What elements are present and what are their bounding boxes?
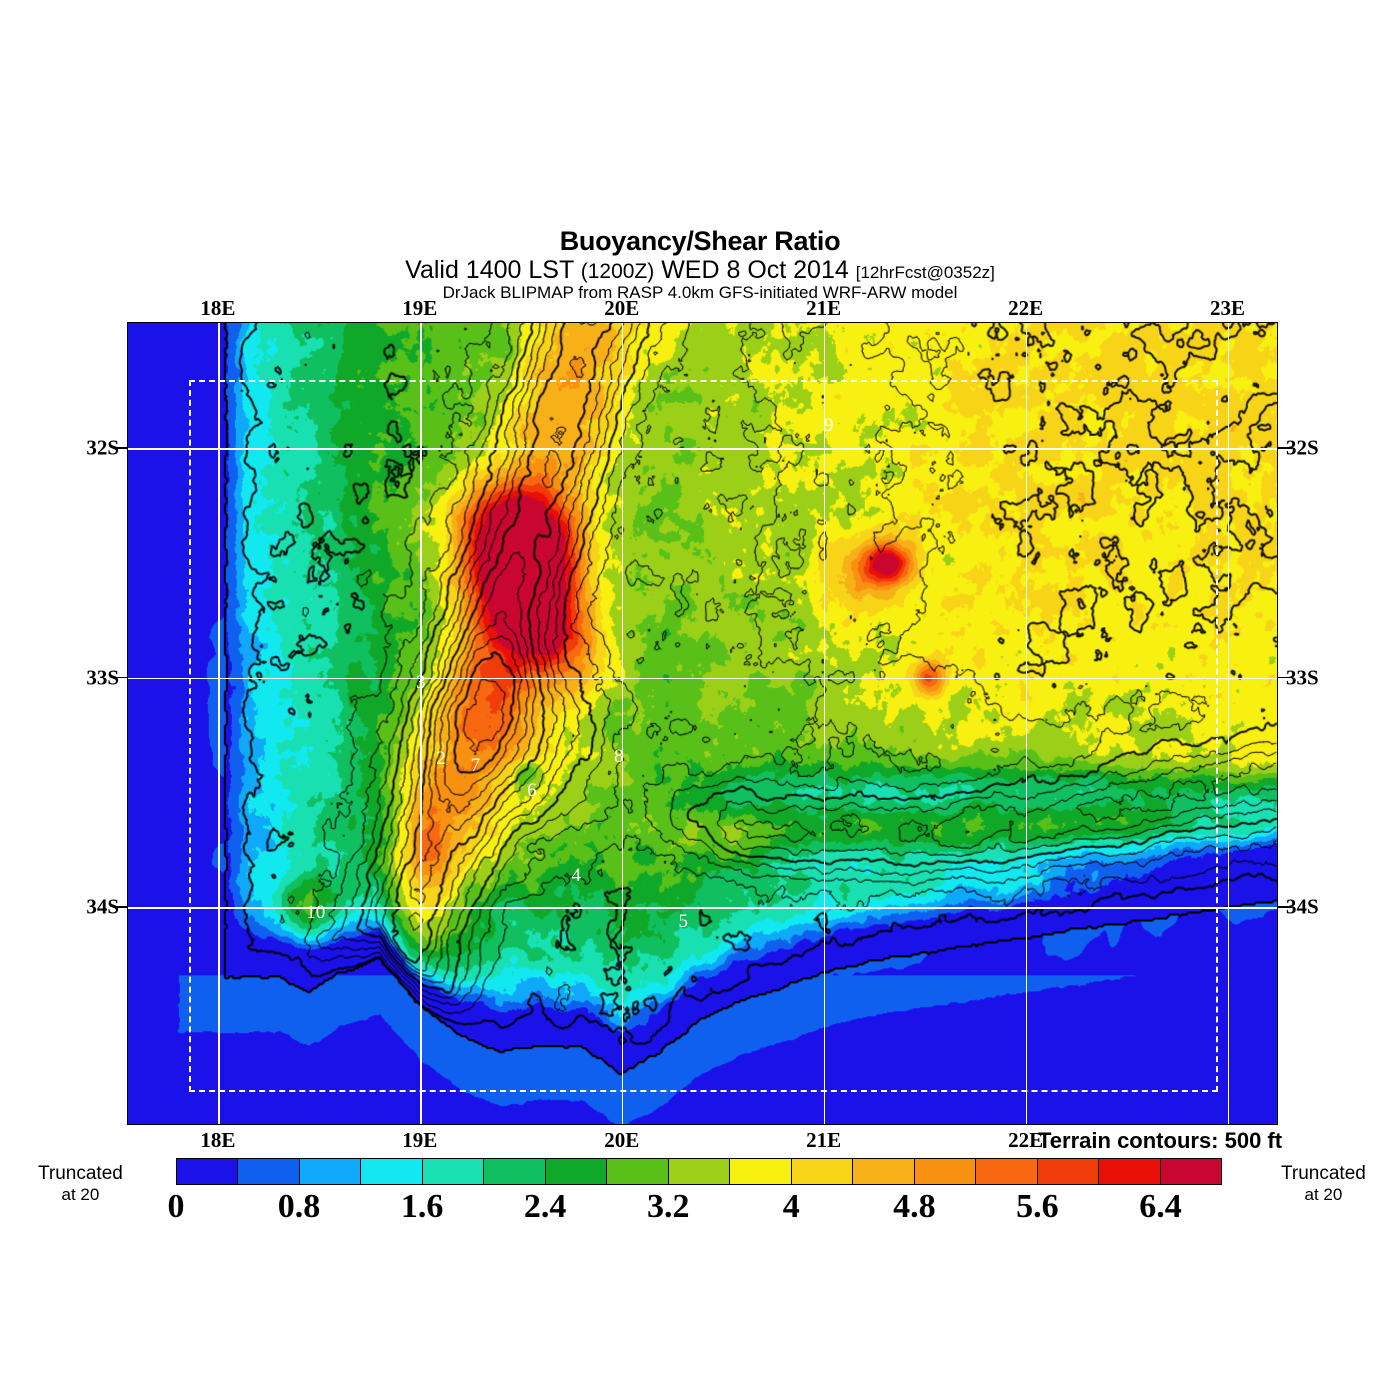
title-block: Buoyancy/Shear Ratio Valid 1400 LST (120… (0, 228, 1400, 302)
colorbar[interactable] (176, 1158, 1222, 1185)
valid-date: WED 8 Oct 2014 (654, 256, 856, 284)
colorbar-band-14 (1037, 1159, 1100, 1184)
colorbar-tick-0.8: 0.8 (277, 1188, 321, 1225)
lat-tick-32S-left (113, 447, 127, 449)
lat-tick-33S-right (1278, 676, 1292, 679)
page-title: Buoyancy/Shear Ratio (559, 226, 841, 256)
colorbar-tick-5.6: 5.6 (1016, 1188, 1059, 1225)
buoyancy-shear-ratio-heatmap (128, 323, 1277, 1124)
lon-label-top-22E: 22E (1008, 296, 1044, 320)
colorbar-tick-2.4: 2.4 (523, 1188, 567, 1225)
lon-label-top-23E: 23E (1210, 296, 1246, 320)
valid-time-subtitle: Valid 1400 LST (1200Z) WED 8 Oct 2014 [1… (0, 257, 1400, 283)
lon-label-top-19E: 19E (402, 296, 438, 320)
lon-label-bottom-20E: 20E (604, 1128, 640, 1152)
colorbar-band-12 (914, 1159, 977, 1184)
lon-label-bottom-21E: 21E (806, 1128, 842, 1152)
lon-label-top-20E: 20E (604, 296, 640, 320)
colorbar-band-11 (853, 1159, 915, 1184)
model-source-line: DrJack BLIPMAP from RASP 4.0km GFS-initi… (442, 283, 958, 303)
colorbar-band-16 (1160, 1159, 1221, 1184)
colorbar-tick-1.6: 1.6 (400, 1188, 444, 1225)
lat-tick-33S-left (113, 676, 127, 679)
lat-tick-34S-left (113, 906, 127, 908)
colorbar-tick-3.2: 3.2 (646, 1188, 690, 1225)
colorbar-band-4 (422, 1159, 485, 1184)
colorbar-band-15 (1099, 1159, 1161, 1184)
colorbar-band-2 (299, 1159, 362, 1184)
truncated-note-right: Truncated at 20 (1281, 1163, 1366, 1204)
colorbar-tick-0: 0 (167, 1188, 185, 1225)
colorbar-band-13 (976, 1159, 1038, 1184)
truncated-sub-right: at 20 (1304, 1184, 1343, 1204)
colorbar-wrap (176, 1158, 1222, 1185)
lon-label-top-18E: 18E (200, 296, 236, 320)
colorbar-band-5 (484, 1159, 546, 1184)
colorbar-band-7 (607, 1159, 669, 1184)
colorbar-band-6 (545, 1159, 608, 1184)
colorbar-band-8 (668, 1159, 731, 1184)
terrain-contour-note: Terrain contours: 500 ft (1038, 1128, 1283, 1153)
lat-tick-34S-right (1278, 906, 1292, 908)
map-frame[interactable]: 9 3 2 7 8 6 4 5 10 (127, 322, 1278, 1125)
truncated-label-left: Truncated (38, 1163, 123, 1184)
colorbar-band-3 (361, 1159, 423, 1184)
truncated-sub-left: at 20 (61, 1184, 100, 1204)
forecast-tag: [12hrFcst@0352z] (855, 263, 995, 282)
truncated-label-right: Truncated (1281, 1163, 1366, 1184)
lat-tick-32S-right (1278, 447, 1292, 449)
lon-label-top-21E: 21E (806, 296, 842, 320)
colorbar-band-9 (730, 1159, 792, 1184)
valid-zulu: (1200Z) (580, 260, 655, 283)
lon-label-bottom-22E: 22E (1008, 1128, 1044, 1152)
lon-label-bottom-18E: 18E (200, 1128, 236, 1152)
colorbar-tick-4: 4 (782, 1188, 800, 1225)
colorbar-band-1 (238, 1159, 300, 1184)
colorbar-tick-6.4: 6.4 (1139, 1188, 1182, 1225)
valid-prefix: Valid 1400 LST (405, 256, 581, 284)
lon-label-bottom-19E: 19E (402, 1128, 438, 1152)
colorbar-band-0 (177, 1159, 239, 1184)
truncated-note-left: Truncated at 20 (38, 1163, 123, 1204)
colorbar-band-10 (791, 1159, 854, 1184)
colorbar-tick-4.8: 4.8 (893, 1188, 936, 1225)
